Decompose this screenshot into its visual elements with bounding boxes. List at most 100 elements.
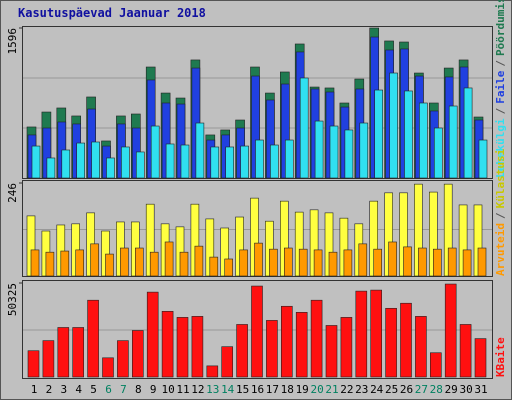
bar — [310, 299, 323, 378]
x-tick-label: 9 — [150, 383, 157, 396]
bar — [269, 248, 278, 277]
bar — [415, 316, 427, 378]
bar — [46, 157, 56, 179]
bar — [149, 251, 159, 277]
bar — [388, 241, 397, 277]
x-tick-label: 30 — [459, 383, 472, 396]
bar — [459, 324, 472, 378]
bar — [57, 327, 70, 378]
bar — [61, 149, 71, 179]
x-tick-label: 19 — [296, 383, 309, 396]
bar — [299, 77, 309, 179]
bar — [313, 249, 323, 277]
bar — [180, 144, 190, 179]
bar — [355, 290, 368, 378]
bar — [295, 312, 308, 378]
bar — [419, 102, 428, 179]
x-tick-label: 13 — [206, 383, 219, 396]
legend-entry: Külastusi — [494, 148, 507, 208]
bar — [87, 299, 99, 378]
bar — [403, 246, 412, 277]
bar — [474, 338, 487, 378]
bar — [75, 249, 84, 277]
y-tick-label: 1596 — [6, 28, 19, 55]
legend-entry: KBaite — [494, 337, 507, 377]
bar — [164, 241, 174, 277]
legend: Lehekülgi / Faile / Pöördumisi — [494, 0, 507, 178]
bar — [176, 317, 189, 378]
bar — [359, 122, 369, 179]
bar — [389, 72, 398, 179]
bar — [254, 242, 263, 277]
x-tick-label: 4 — [75, 383, 82, 396]
bar — [150, 125, 160, 179]
bar — [448, 105, 458, 179]
bar — [251, 285, 263, 378]
x-tick-label: 14 — [221, 383, 235, 396]
bar — [236, 324, 248, 378]
x-tick-label: 22 — [340, 383, 353, 396]
x-tick-label: 6 — [105, 383, 112, 396]
bar — [102, 357, 114, 378]
bar — [463, 87, 473, 179]
bar — [283, 247, 293, 277]
x-tick-label: 3 — [60, 383, 67, 396]
x-tick-label: 7 — [120, 383, 127, 396]
bar — [146, 291, 159, 378]
bar — [209, 256, 219, 277]
bar — [373, 248, 383, 277]
bar — [344, 129, 354, 179]
bar — [117, 340, 129, 378]
bar — [478, 139, 488, 179]
bar — [27, 350, 40, 378]
x-tick-label: 2 — [46, 383, 53, 396]
legend-separator: / — [494, 60, 507, 67]
x-tick-label: 17 — [266, 383, 279, 396]
bar — [400, 302, 412, 378]
chart-title: Kasutuspäevad Jaanuar 2018 — [18, 6, 206, 20]
bar — [447, 247, 457, 277]
bar — [210, 146, 220, 179]
bar — [374, 89, 384, 179]
bar — [239, 249, 248, 277]
bar — [270, 144, 279, 179]
bar — [418, 247, 427, 277]
x-tick-label: 1 — [31, 383, 38, 396]
bar — [76, 142, 85, 179]
bar — [72, 327, 84, 378]
bar — [358, 243, 368, 277]
bar — [477, 247, 487, 277]
bar — [206, 365, 219, 378]
x-tick-label: 23 — [355, 383, 368, 396]
bar — [255, 139, 264, 179]
legend: KBaite — [494, 337, 507, 377]
x-tick-label: 24 — [370, 383, 384, 396]
bar — [433, 127, 443, 179]
bar — [325, 325, 338, 378]
bar — [121, 146, 130, 179]
x-tick-label: 15 — [236, 383, 249, 396]
legend-entry: Lehekülgi — [494, 118, 507, 178]
x-tick-label: 21 — [325, 383, 338, 396]
x-tick-label: 16 — [251, 383, 264, 396]
bar — [343, 249, 353, 277]
bar — [120, 247, 129, 277]
x-tick-label: 20 — [310, 383, 323, 396]
x-tick-label: 27 — [415, 383, 428, 396]
bar — [91, 141, 100, 179]
legend-separator: / — [494, 212, 507, 219]
x-tick-label: 29 — [445, 383, 458, 396]
legend-entry: Faile — [494, 70, 507, 103]
legend-entry: Arvuteid — [494, 223, 507, 276]
legend: Arvuteid / Külastusi — [494, 148, 507, 276]
bar — [179, 251, 189, 277]
bar — [444, 283, 457, 378]
bar — [221, 346, 233, 378]
x-tick-label: 10 — [161, 383, 174, 396]
x-tick-label: 25 — [385, 383, 398, 396]
y-tick-label: 246 — [6, 183, 19, 203]
bar — [105, 253, 114, 277]
bar — [432, 248, 442, 277]
bar — [194, 245, 204, 277]
x-tick-label: 11 — [176, 383, 189, 396]
